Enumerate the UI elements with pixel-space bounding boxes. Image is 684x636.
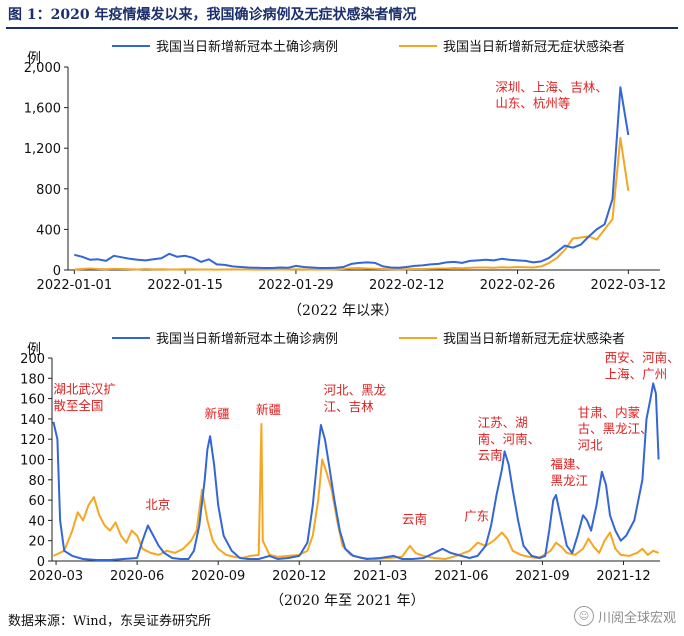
x-tick-label: 2020-03 (29, 569, 83, 584)
legend-label: 我国当日新增新冠无症状感染者 (443, 331, 625, 347)
x-tick-label: 2021-03 (353, 569, 407, 584)
y-tick-label: 1,200 (24, 142, 61, 157)
wechat-icon: ☺ (573, 606, 594, 626)
x-tick-label: 2022-02-12 (369, 278, 445, 293)
y-tick-label: 140 (20, 413, 45, 428)
legend-label: 我国当日新增新冠无症状感染者 (443, 39, 625, 55)
chart-2022-subtitle: （2022 年以来） (288, 303, 399, 319)
annotation-label: 上海、广州 (605, 366, 668, 381)
x-tick-label: 2022-03-12 (591, 278, 667, 293)
chart-2020-2021-subtitle: （2020 年至 2021 年） (270, 593, 425, 609)
y-tick-label: 160 (20, 393, 45, 408)
asymptomatic-cases-line (52, 423, 659, 560)
annotation-label: 云南 (478, 448, 503, 463)
annotation-label: 山东、杭州等 (495, 96, 570, 111)
y-axis-label: 例 (27, 342, 41, 358)
y-tick-label: 800 (36, 183, 61, 198)
y-tick-label: 60 (28, 494, 45, 509)
x-tick-label: 2022-01-01 (37, 278, 113, 293)
x-tick-label: 2022-02-26 (480, 278, 556, 293)
y-tick-label: 1,600 (24, 102, 61, 117)
x-tick-label: 2022-01-29 (258, 278, 334, 293)
y-tick-label: 100 (20, 454, 45, 469)
annotation-label: 河北、黑龙 (324, 383, 387, 398)
figure-title: 图 1：2020 年疫情爆发以来，我国确诊病例及无症状感染者情况 (8, 7, 417, 23)
source-note: 数据来源：Wind，东吴证券研究所 (8, 614, 211, 629)
x-tick-label: 2021-06 (434, 569, 488, 584)
y-tick-label: 2,000 (24, 61, 61, 76)
annotation-label: 河北 (578, 437, 604, 452)
y-tick-label: 200 (20, 352, 45, 367)
watermark-text: 川阅全球宏观 (597, 610, 676, 626)
confirmed-cases-line (52, 382, 660, 561)
y-axis-label: 例 (27, 51, 41, 67)
annotation-label: 新疆 (256, 402, 281, 417)
y-tick-label: 20 (28, 535, 45, 550)
annotation-label: 湖北武汉扩 (53, 382, 116, 397)
annotation-label: 黑龙江 (551, 473, 589, 488)
annotation-label: 散至全国 (53, 398, 103, 413)
y-tick-label: 80 (28, 474, 45, 489)
y-tick-label: 180 (20, 372, 45, 387)
watermark: ☺ 川阅全球宏观 (573, 606, 676, 626)
y-tick-label: 400 (36, 223, 61, 238)
x-tick-label: 2020-12 (272, 569, 326, 584)
y-tick-label: 0 (53, 264, 61, 279)
asymptomatic-cases-line (74, 137, 630, 271)
x-tick-label: 2021-12 (596, 569, 650, 584)
legend-label: 我国当日新增新冠本土确诊病例 (156, 331, 338, 347)
title-divider (6, 27, 678, 29)
annotation-label: 新疆 (205, 406, 230, 421)
y-tick-label: 0 (37, 555, 45, 570)
y-tick-label: 40 (28, 514, 45, 529)
annotation-label: 广东 (464, 508, 489, 523)
annotation-label: 云南 (402, 511, 427, 526)
annotation-label: 江苏、湖 (478, 415, 528, 430)
x-tick-label: 2020-09 (191, 569, 245, 584)
annotation-label: 深圳、上海、吉林、 (495, 79, 608, 94)
annotation-label: 北京 (145, 497, 170, 512)
annotation-label: 古、黑龙江、 (578, 421, 653, 436)
annotation-label: 南、河南、 (478, 431, 541, 446)
x-tick-label: 2021-09 (515, 569, 569, 584)
annotation-label: 甘肃、内蒙 (578, 405, 641, 420)
legend-label: 我国当日新增新冠本土确诊病例 (156, 39, 338, 55)
confirmed-cases-line (74, 86, 630, 269)
annotation-label: 西安、河南、 (605, 350, 680, 365)
x-tick-label: 2020-06 (110, 569, 164, 584)
annotation-label: 福建、 (551, 457, 589, 472)
annotation-label: 江、吉林 (324, 399, 375, 414)
x-tick-label: 2022-01-15 (147, 278, 223, 293)
y-tick-label: 120 (20, 433, 45, 448)
